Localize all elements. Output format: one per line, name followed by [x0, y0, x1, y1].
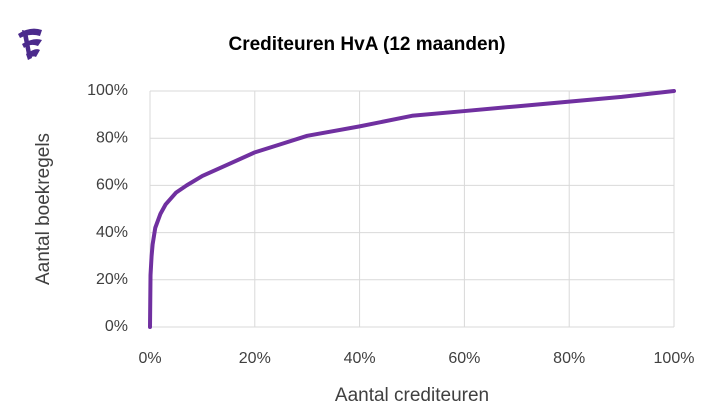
y-tick-label: 40%	[96, 224, 128, 241]
x-tick-label: 20%	[239, 350, 271, 367]
logo	[18, 28, 42, 60]
line	[148, 89, 676, 329]
x-tick-label: 100%	[654, 350, 695, 367]
x-tick-label: 40%	[344, 350, 376, 367]
y-tick-label: 20%	[96, 271, 128, 288]
x-tick-label: 0%	[138, 350, 161, 367]
x-axis-title: Aantal crediteuren	[335, 385, 489, 406]
y-tick-label: 60%	[96, 177, 128, 194]
y-tick-label: 80%	[96, 129, 128, 146]
y-tick-label: 100%	[87, 82, 128, 99]
chart-title: Crediteuren HvA (12 maanden)	[229, 34, 506, 55]
x-tick-label: 60%	[448, 350, 480, 367]
y-tick-label: 0%	[105, 318, 128, 335]
x-tick-label: 80%	[553, 350, 585, 367]
y-axis-title: Aantal boekregels	[33, 133, 54, 285]
